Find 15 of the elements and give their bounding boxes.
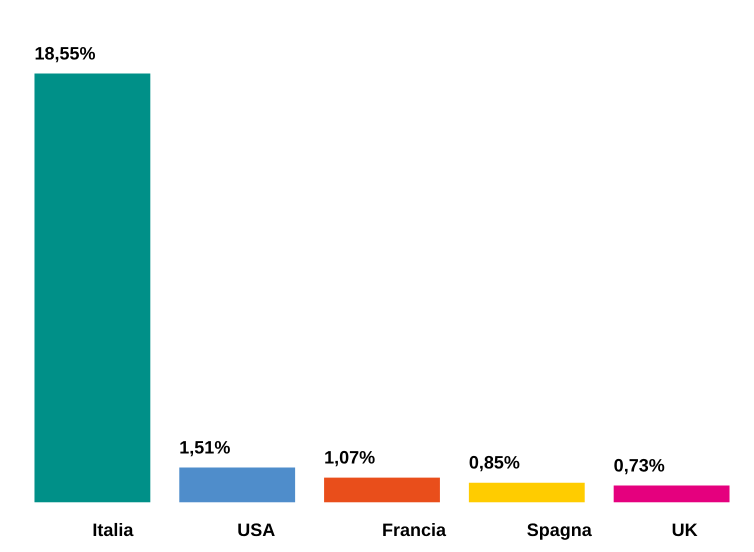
bar bbox=[614, 486, 730, 502]
data-label: 18,55% bbox=[34, 43, 96, 64]
x-tick-label: Spagna bbox=[526, 520, 593, 540]
data-label: 0,85% bbox=[468, 452, 520, 473]
x-tick-label: Italia bbox=[92, 520, 134, 540]
data-label: 1,07% bbox=[324, 448, 376, 468]
bar bbox=[468, 482, 585, 502]
x-tick-label: USA bbox=[237, 520, 276, 540]
bar bbox=[324, 478, 440, 502]
x-tick-label: Francia bbox=[382, 520, 448, 540]
data-label: 1,51% bbox=[179, 437, 230, 458]
bar bbox=[34, 74, 150, 502]
data-label: 0,73% bbox=[614, 455, 665, 476]
bar bbox=[179, 467, 296, 502]
x-tick-label: UK bbox=[672, 520, 698, 540]
